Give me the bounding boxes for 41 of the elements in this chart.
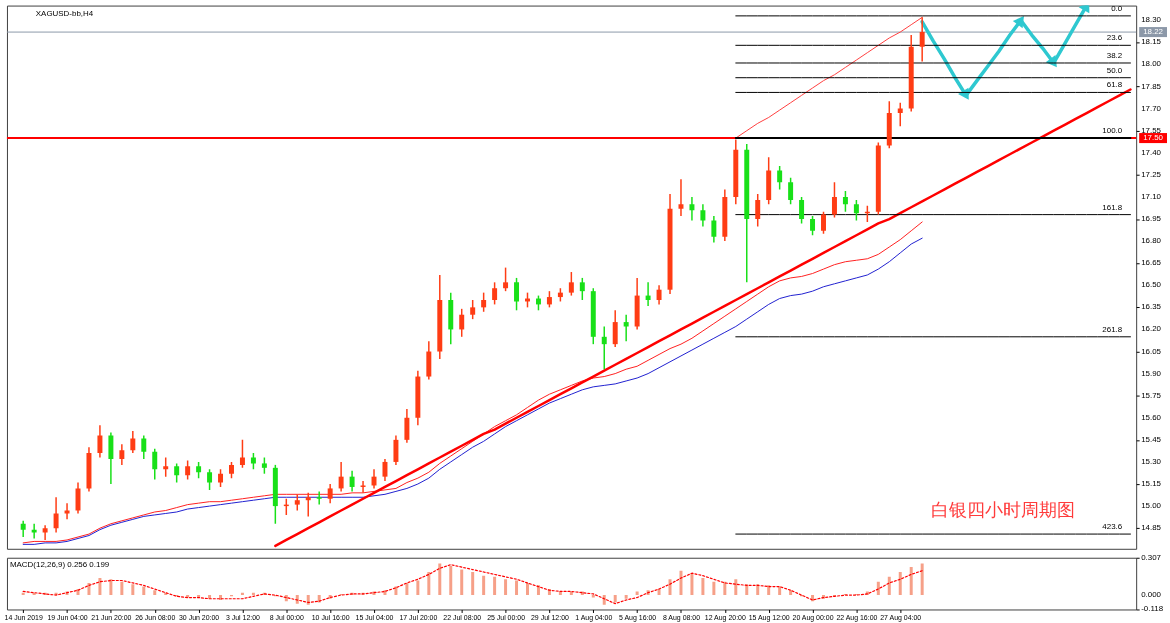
- y-tick-label: 15.60: [1141, 412, 1162, 422]
- y-tick-label: 16.65: [1141, 258, 1162, 268]
- ref-line-label: 17.50: [1143, 133, 1164, 143]
- y-tick-label: 16.80: [1141, 236, 1162, 246]
- annotation: 0.0: [1111, 3, 1123, 13]
- annotation: 423.6: [1102, 522, 1123, 532]
- y-tick-label: 14.85: [1141, 523, 1162, 533]
- y-tick-label: 16.05: [1141, 346, 1162, 356]
- y-tick-label: 18.30: [1141, 15, 1162, 25]
- y-tick-label: 17.55: [1141, 125, 1162, 135]
- y-tick-label: 15.45: [1141, 434, 1162, 444]
- y-tick-label: 18.00: [1141, 59, 1162, 69]
- annotation: 38.2: [1106, 51, 1123, 61]
- annotation: 100.0: [1102, 126, 1123, 136]
- y-tick-label: 15.00: [1141, 501, 1162, 511]
- y-tick-label: 17.10: [1141, 191, 1162, 201]
- y-tick-label: 16.20: [1141, 324, 1162, 334]
- annotation: 白银四小时周期图: [930, 498, 1075, 520]
- chart-title: XAGUSD-bb,H4: [35, 8, 94, 18]
- y-tick-label: 16.35: [1141, 302, 1162, 312]
- y-tick-label: 16.50: [1141, 280, 1162, 290]
- y-tick-label: 17.85: [1141, 81, 1162, 91]
- y-tick-label: 17.40: [1141, 147, 1162, 157]
- annotation: 261.8: [1102, 324, 1123, 334]
- annotation: 161.8: [1102, 202, 1123, 212]
- y-tick-label: 18.15: [1141, 37, 1162, 47]
- chart-title: MACD(12,26,9) 0.256 0.199: [9, 559, 110, 569]
- annotation: 61.8: [1106, 80, 1123, 90]
- annotation: 50.0: [1106, 65, 1123, 75]
- y-tick-label: 17.25: [1141, 169, 1162, 179]
- y-tick-label: 15.15: [1141, 479, 1162, 488]
- y-tick-label: 0.000: [1141, 590, 1162, 600]
- annotation: 23.6: [1106, 33, 1123, 43]
- y-tick-label: 0.307: [1141, 552, 1162, 562]
- y-tick-label: 15.75: [1141, 390, 1162, 400]
- y-tick-label: 15.30: [1141, 456, 1162, 466]
- y-tick-label: 17.70: [1141, 103, 1162, 113]
- y-tick-label: 15.90: [1141, 368, 1162, 378]
- ref-line-label: 18.22: [1143, 27, 1164, 37]
- y-tick-label: -0.118: [1141, 604, 1164, 614]
- y-tick-label: 16.95: [1141, 214, 1162, 224]
